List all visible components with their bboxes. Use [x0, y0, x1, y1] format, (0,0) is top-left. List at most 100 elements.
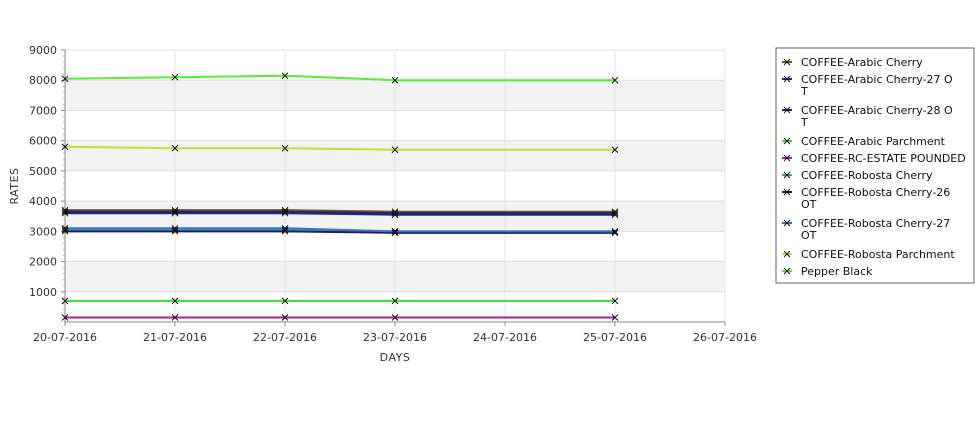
legend-label: T: [800, 85, 808, 98]
data-point-coffee-robosta-parchment: [611, 146, 619, 154]
legend-item-coffee-arabic-cherry-27-o-t: COFFEE-Arabic Cherry-27 OT: [782, 73, 953, 98]
data-point-coffee-arabic-parchment: [281, 297, 289, 305]
legend-item-pepper-black: Pepper Black: [782, 265, 873, 278]
y-tick-label: 8000: [29, 74, 57, 87]
legend-marker: [783, 137, 791, 145]
data-point-coffee-arabic-parchment: [391, 297, 399, 305]
y-tick-label: 6000: [29, 135, 57, 148]
data-point-coffee-arabic-cherry-27-o-t: [281, 209, 289, 217]
legend-item-coffee-arabic-cherry: COFFEE-Arabic Cherry: [782, 56, 923, 69]
legend-label: COFFEE-Robosta Cherry: [801, 169, 933, 182]
legend-marker: [783, 75, 791, 83]
data-point-pepper-black: [611, 76, 619, 84]
data-point-coffee-robosta-cherry-27-ot: [391, 227, 399, 235]
y-tick-label: 3000: [29, 225, 57, 238]
legend-marker: [783, 188, 791, 196]
data-point-pepper-black: [391, 76, 399, 84]
legend-item-coffee-robosta-cherry: COFFEE-Robosta Cherry: [782, 169, 933, 182]
data-point-coffee-robosta-cherry: [281, 226, 289, 234]
legend-label: COFFEE-Robosta Cherry-26: [801, 186, 950, 199]
data-point-coffee-robosta-cherry-27-ot: [171, 224, 179, 232]
data-point-coffee-rc-estate-pounded: [391, 314, 399, 321]
data-point-coffee-arabic-cherry-27-o-t: [171, 209, 179, 217]
legend-marker: [783, 106, 791, 114]
y-tick-label: 7000: [29, 104, 57, 117]
x-tick-label: 23-07-2016: [363, 331, 427, 344]
data-point-coffee-robosta-cherry-26-ot: [391, 229, 399, 237]
data-point-coffee-arabic-cherry-28-o-t: [171, 208, 179, 216]
data-point-coffee-rc-estate-pounded: [281, 314, 289, 321]
data-point-coffee-arabic-cherry-27-o-t: [391, 211, 399, 219]
data-point-coffee-robosta-cherry-27-ot: [611, 227, 619, 235]
x-tick-label: 21-07-2016: [143, 331, 207, 344]
data-point-pepper-black: [281, 72, 289, 80]
data-point-pepper-black: [171, 73, 179, 81]
x-axis-ticks: 20-07-2016 21-07-2016 22-07-2016 23-07-2016…: [33, 322, 757, 344]
data-point-coffee-robosta-parchment: [61, 143, 69, 151]
legend-label: COFFEE-Arabic Cherry-28 O: [801, 104, 953, 117]
x-tick-label: 22-07-2016: [253, 331, 317, 344]
data-point-coffee-arabic-parchment: [611, 297, 619, 305]
legend-item-coffee-arabic-cherry-28-o-t: COFFEE-Arabic Cherry-28 OT: [782, 104, 953, 129]
x-tick-label: 24-07-2016: [473, 331, 537, 344]
x-axis-title: DAYS: [380, 351, 411, 364]
data-point-coffee-arabic-cherry-28-o-t: [281, 208, 289, 216]
legend-marker: [783, 154, 791, 162]
y-tick-label: 9000: [29, 44, 57, 57]
y-tick-label: 5000: [29, 165, 57, 178]
data-point-coffee-robosta-cherry-26-ot: [611, 229, 619, 237]
y-axis-title: RATES: [8, 167, 21, 204]
legend-label: COFFEE-Arabic Cherry-27 O: [801, 73, 953, 86]
data-point-coffee-robosta-cherry-27-ot: [281, 224, 289, 232]
data-point-coffee-rc-estate-pounded: [611, 314, 619, 321]
legend-label: Pepper Black: [801, 265, 873, 278]
legend: COFFEE-Arabic Cherry COFFEE-Arabic Cherry…: [775, 47, 975, 284]
data-point-coffee-arabic-cherry: [61, 206, 69, 214]
legend-label: COFFEE-RC-ESTATE POUNDED: [801, 152, 966, 165]
data-point-coffee-rc-estate-pounded: [171, 314, 179, 321]
legend-marker: [783, 58, 791, 66]
data-point-coffee-arabic-parchment: [171, 297, 179, 305]
data-point-coffee-arabic-cherry-28-o-t: [391, 209, 399, 217]
data-point-coffee-robosta-parchment: [281, 144, 289, 152]
legend-label: OT: [801, 198, 817, 211]
data-point-coffee-robosta-cherry-27-ot: [61, 224, 69, 232]
y-tick-label: 1000: [29, 286, 57, 299]
legend-marker: [783, 171, 791, 179]
y-axis-ticks: 1000 2000 3000 4000 5000 6000 7000 8000 9000: [29, 44, 65, 317]
data-point-coffee-robosta-cherry-26-ot: [281, 227, 289, 235]
x-tick-label: 20-07-2016: [33, 331, 97, 344]
y-tick-label: 4000: [29, 195, 57, 208]
data-point-coffee-arabic-parchment: [61, 297, 69, 305]
x-tick-label: 25-07-2016: [583, 331, 647, 344]
data-point-coffee-arabic-cherry: [281, 206, 289, 214]
legend-label: T: [800, 116, 808, 129]
data-point-coffee-robosta-cherry: [171, 226, 179, 234]
data-point-coffee-rc-estate-pounded: [61, 314, 69, 321]
data-point-coffee-arabic-cherry: [611, 208, 619, 216]
legend-label: COFFEE-Robosta Parchment: [801, 248, 955, 261]
data-point-coffee-robosta-cherry-26-ot: [61, 227, 69, 235]
data-point-pepper-black: [61, 75, 69, 83]
series-markers: [61, 72, 619, 321]
data-point-coffee-arabic-cherry-28-o-t: [611, 209, 619, 217]
legend-item-coffee-rc-estate-pounded: COFFEE-RC-ESTATE POUNDED: [782, 152, 966, 165]
data-point-coffee-arabic-cherry-27-o-t: [61, 209, 69, 217]
legend-box: [775, 47, 975, 284]
data-point-coffee-arabic-cherry: [391, 208, 399, 216]
legend-marker: [783, 267, 791, 275]
data-point-coffee-arabic-cherry-28-o-t: [61, 208, 69, 216]
data-point-coffee-robosta-cherry: [61, 226, 69, 234]
legend-item-coffee-robosta-parchment: COFFEE-Robosta Parchment: [782, 248, 955, 261]
data-point-coffee-arabic-cherry: [171, 206, 179, 214]
x-tick-label: 26-07-2016: [693, 331, 757, 344]
legend-label: COFFEE-Robosta Cherry-27: [801, 217, 950, 230]
legend-label: COFFEE-Arabic Cherry: [801, 56, 923, 69]
y-tick-label: 2000: [29, 256, 57, 269]
legend-item-coffee-arabic-parchment: COFFEE-Arabic Parchment: [782, 135, 946, 148]
data-point-coffee-robosta-parchment: [391, 146, 399, 154]
legend-marker: [783, 250, 791, 258]
